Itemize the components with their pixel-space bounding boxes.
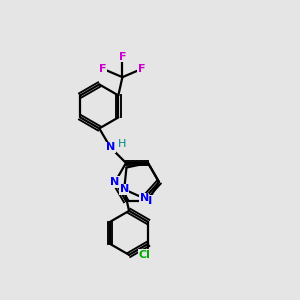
Text: N: N (143, 196, 153, 206)
Text: Cl: Cl (138, 250, 150, 260)
Text: N: N (106, 142, 115, 152)
Text: H: H (118, 140, 127, 149)
Text: N: N (110, 177, 120, 187)
Text: F: F (138, 64, 146, 74)
Text: F: F (99, 64, 107, 74)
Text: N: N (140, 193, 149, 203)
Text: N: N (120, 184, 129, 194)
Text: F: F (118, 52, 126, 62)
